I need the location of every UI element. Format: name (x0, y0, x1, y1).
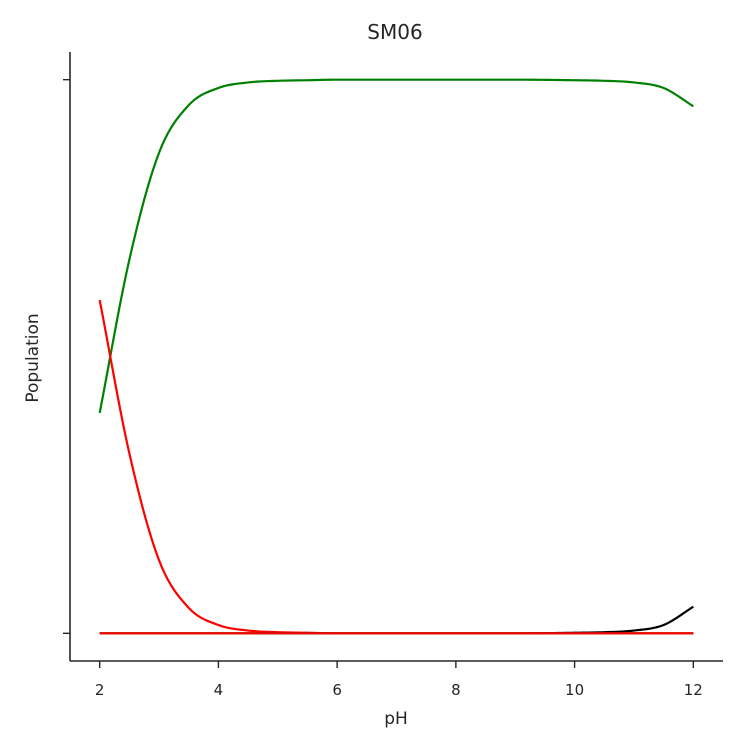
series-line-1 (98, 78, 694, 414)
series-line-3 (99, 605, 694, 635)
x-tick-label: 2 (95, 681, 105, 699)
x-tick-label: 8 (451, 681, 461, 699)
y-axis-label: Population (23, 313, 43, 402)
y-axis-ticks (63, 78, 70, 635)
series-layer (98, 78, 694, 635)
x-tick-label: 10 (565, 681, 584, 699)
series-line-2 (98, 299, 694, 635)
x-tick-label: 6 (332, 681, 342, 699)
x-tick-label: 4 (214, 681, 224, 699)
x-axis-label: pH (384, 709, 408, 729)
x-axis-ticks: 2 4 6 8 10 12 (95, 661, 703, 699)
chart-title: SM06 (367, 20, 422, 44)
x-tick-label: 12 (684, 681, 703, 699)
